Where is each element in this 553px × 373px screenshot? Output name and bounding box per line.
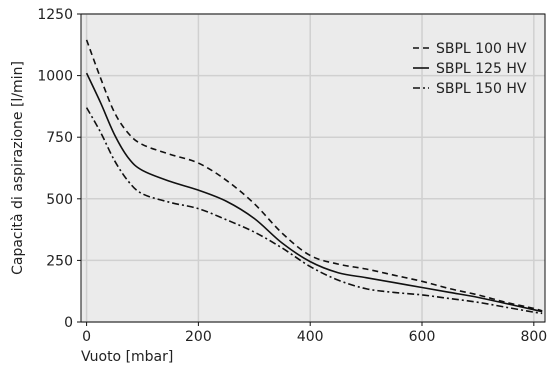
legend-label-1: SBPL 100 HV <box>436 41 527 57</box>
y-tick-label: 1000 <box>37 69 73 85</box>
legend: SBPL 100 HV SBPL 125 HV SBPL 150 HV <box>413 41 527 97</box>
x-tick-label: 200 <box>185 329 212 345</box>
y-axis-title: Capacità di aspirazione [l/min] <box>10 61 26 275</box>
y-tick-label: 1250 <box>37 7 73 23</box>
tick-labels: 0 200 400 600 800 0 250 500 750 1000 1250 <box>37 7 547 345</box>
x-tick-label: 400 <box>297 329 324 345</box>
x-tick-label: 800 <box>520 329 547 345</box>
x-tick-label: 600 <box>409 329 436 345</box>
plot-area <box>81 14 545 322</box>
y-tick-label: 500 <box>46 192 73 208</box>
series-line-1 <box>85 39 543 312</box>
series-line-3 <box>85 107 543 315</box>
plot-frame <box>80 13 546 323</box>
y-tick-label: 0 <box>64 315 73 331</box>
y-tick-label: 250 <box>46 253 73 269</box>
y-tick-label: 750 <box>46 130 73 146</box>
legend-label-3: SBPL 150 HV <box>436 81 527 97</box>
legend-label-2: SBPL 125 HV <box>436 61 527 77</box>
series-line-2 <box>85 72 543 313</box>
x-axis-title: Vuoto [mbar] <box>81 349 173 365</box>
series-group <box>85 39 543 315</box>
x-tick-label: 0 <box>82 329 91 345</box>
